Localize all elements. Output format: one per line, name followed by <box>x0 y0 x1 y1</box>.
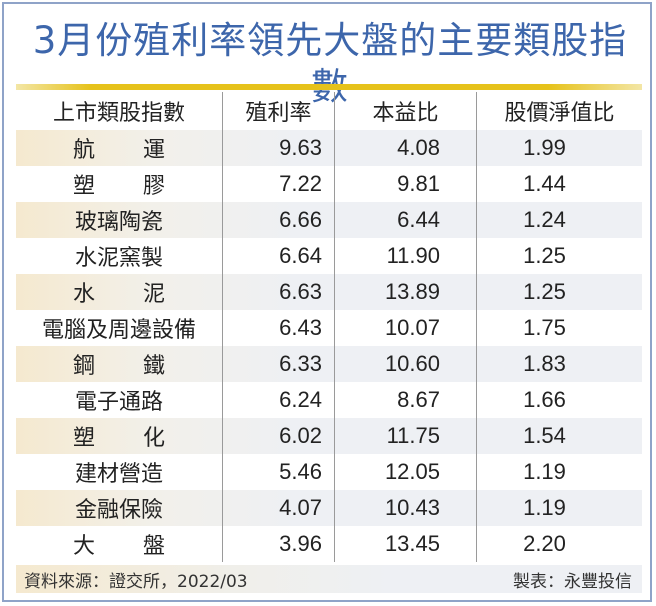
category-name: 玻璃陶瓷 <box>74 210 163 235</box>
pb-cell: 1.19 <box>476 490 642 526</box>
yield-cell: 3.96 <box>222 526 334 562</box>
category-name: 大盤 <box>73 534 165 559</box>
pe-cell: 10.07 <box>334 310 476 346</box>
category-name: 航運 <box>73 138 165 163</box>
pe-cell: 9.81 <box>334 166 476 202</box>
pb-cell: 1.25 <box>476 238 642 274</box>
pb-cell: 1.25 <box>476 274 642 310</box>
table-row: 水泥窯製 6.64 11.90 1.25 <box>16 238 642 274</box>
yield-cell: 6.33 <box>222 346 334 382</box>
table-row: 電子通路 6.24 8.67 1.66 <box>16 382 642 418</box>
category-cell: 金融保險 <box>16 490 222 526</box>
yield-cell: 6.43 <box>222 310 334 346</box>
category-name: 電子通路 <box>74 390 163 415</box>
pb-cell: 1.99 <box>476 130 642 166</box>
source-note: 資料來源：證交所，2022/03 <box>24 571 248 592</box>
yield-cell: 6.24 <box>222 382 334 418</box>
pb-cell: 1.66 <box>476 382 642 418</box>
category-cell: 電腦及周邊設備 <box>16 310 222 346</box>
category-cell: 電子通路 <box>16 382 222 418</box>
category-cell: 水泥窯製 <box>16 238 222 274</box>
yield-cell: 7.22 <box>222 166 334 202</box>
table-row: 塑化 6.02 11.75 1.54 <box>16 418 642 454</box>
yield-cell: 6.63 <box>222 274 334 310</box>
yield-cell: 6.64 <box>222 238 334 274</box>
data-table: 上市類股指數 殖利率 本益比 股價淨值比 航運 9.63 4.08 1.99 塑膠 7.2… <box>16 92 642 562</box>
pe-cell: 12.05 <box>334 454 476 490</box>
category-name: 金融保險 <box>74 498 163 523</box>
category-name: 水泥 <box>73 282 165 307</box>
yield-cell: 6.66 <box>222 202 334 238</box>
table-row: 建材營造 5.46 12.05 1.19 <box>16 454 642 490</box>
table-row: 塑膠 7.22 9.81 1.44 <box>16 166 642 202</box>
pb-cell: 1.75 <box>476 310 642 346</box>
yield-cell: 5.46 <box>222 454 334 490</box>
pe-cell: 13.89 <box>334 274 476 310</box>
pe-cell: 11.90 <box>334 238 476 274</box>
category-cell: 航運 <box>16 130 222 166</box>
table-row: 金融保險 4.07 10.43 1.19 <box>16 490 642 526</box>
category-cell: 鋼鐵 <box>16 346 222 382</box>
header-category: 上市類股指數 <box>52 101 185 126</box>
table-body: 航運 9.63 4.08 1.99 塑膠 7.22 9.81 1.44 玻璃陶瓷 6.66 6.44… <box>16 130 642 562</box>
category-name: 建材營造 <box>74 462 163 487</box>
pe-cell: 10.43 <box>334 490 476 526</box>
table-row: 電腦及周邊設備 6.43 10.07 1.75 <box>16 310 642 346</box>
pb-cell: 1.44 <box>476 166 642 202</box>
category-cell: 玻璃陶瓷 <box>16 202 222 238</box>
yield-cell: 9.63 <box>222 130 334 166</box>
category-name: 塑化 <box>73 426 165 451</box>
pb-cell: 1.19 <box>476 454 642 490</box>
pe-cell: 8.67 <box>334 382 476 418</box>
table-row: 玻璃陶瓷 6.66 6.44 1.24 <box>16 202 642 238</box>
table-header-row: 上市類股指數 殖利率 本益比 股價淨值比 <box>16 92 642 130</box>
category-cell: 大盤 <box>16 526 222 562</box>
table-row: 鋼鐵 6.33 10.60 1.83 <box>16 346 642 382</box>
category-name: 鋼鐵 <box>73 354 165 379</box>
pe-cell: 10.60 <box>334 346 476 382</box>
table-row: 水泥 6.63 13.89 1.25 <box>16 274 642 310</box>
pb-cell: 1.83 <box>476 346 642 382</box>
pb-cell: 1.24 <box>476 202 642 238</box>
table-row: 大盤 3.96 13.45 2.20 <box>16 526 642 562</box>
pb-cell: 2.20 <box>476 526 642 562</box>
header-pe: 本益比 <box>334 92 476 130</box>
category-cell: 塑膠 <box>16 166 222 202</box>
pe-cell: 13.45 <box>334 526 476 562</box>
category-cell: 建材營造 <box>16 454 222 490</box>
table-row: 航運 9.63 4.08 1.99 <box>16 130 642 166</box>
pb-cell: 1.54 <box>476 418 642 454</box>
title-divider <box>16 84 642 90</box>
category-name: 塑膠 <box>73 174 165 199</box>
category-cell: 塑化 <box>16 418 222 454</box>
yield-cell: 6.02 <box>222 418 334 454</box>
category-name: 電腦及周邊設備 <box>41 318 196 343</box>
credit-note: 製表：永豐投信 <box>513 571 632 592</box>
yield-cell: 4.07 <box>222 490 334 526</box>
pe-cell: 6.44 <box>334 202 476 238</box>
category-cell: 水泥 <box>16 274 222 310</box>
header-yield: 殖利率 <box>222 92 334 130</box>
pe-cell: 11.75 <box>334 418 476 454</box>
table-footer: 資料來源：證交所，2022/03 製表：永豐投信 <box>16 565 642 593</box>
header-pb: 股價淨值比 <box>476 92 642 130</box>
category-name: 水泥窯製 <box>74 246 163 271</box>
pe-cell: 4.08 <box>334 130 476 166</box>
